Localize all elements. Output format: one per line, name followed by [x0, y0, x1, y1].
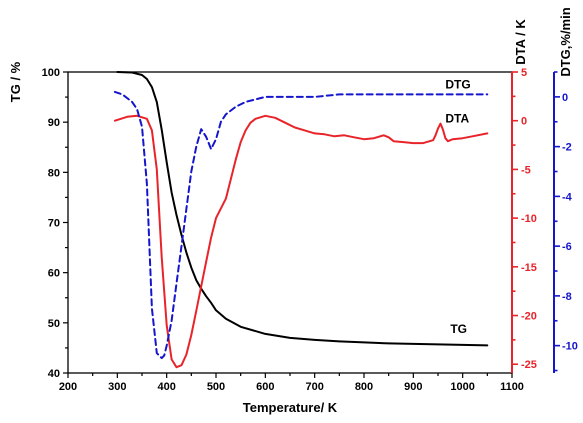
annotation-dtg: DTG — [445, 78, 470, 92]
x-tick-label: 600 — [256, 381, 274, 393]
tg-tick-label: 60 — [48, 268, 60, 280]
series-dtg-line — [113, 90, 489, 360]
tg-tick-label: 50 — [48, 318, 60, 330]
dta-tick-label: -5 — [521, 164, 531, 176]
x-tick-label: 200 — [59, 381, 77, 393]
series-dta-line — [113, 114, 489, 369]
dta-tick-label: 0 — [521, 116, 527, 128]
x-tick-label: 1000 — [450, 381, 474, 393]
x-tick-label: 800 — [355, 381, 373, 393]
dtg-tick-label: -2 — [562, 142, 572, 154]
x-axis-label: Temperature/ K — [243, 400, 338, 415]
dtg-axis-label: DTG,%/min — [558, 7, 573, 76]
x-tick-label: 400 — [157, 381, 175, 393]
x-tick-label: 700 — [305, 381, 323, 393]
dtg-tick-label: -10 — [562, 341, 578, 353]
dtg-tick-label: 0 — [562, 92, 568, 104]
tg-tick-label: 40 — [48, 368, 60, 380]
tg-tick-label: 100 — [42, 67, 60, 79]
tg-tick-label: 70 — [48, 218, 60, 230]
dta-tick-label: -20 — [521, 311, 537, 323]
series-layer — [113, 71, 489, 369]
dtg-tick-label: -8 — [562, 291, 572, 303]
x-tick-label: 300 — [108, 381, 126, 393]
dta-tick-label: -15 — [521, 262, 537, 274]
x-tick-label: 900 — [404, 381, 422, 393]
tg-axis-label: TG / % — [8, 61, 23, 102]
annotation-dta: DTA — [445, 112, 469, 126]
tg-tick-label: 80 — [48, 167, 60, 179]
annotation-tg: TG — [450, 322, 467, 336]
x-tick-label: 1100 — [500, 381, 524, 393]
dtg-tick-label: -4 — [562, 191, 573, 203]
dta-tick-label: 5 — [521, 67, 527, 79]
dta-tick-label: -10 — [521, 213, 537, 225]
annotation-layer: DTG DTA TG — [445, 78, 470, 336]
axes-layer: 200 300 400 500 600 700 800 900 1000 1100Temperat… — [8, 7, 578, 415]
dta-tick-label: -25 — [521, 359, 537, 371]
series-tg-line — [116, 71, 489, 347]
tg-tick-label: 90 — [48, 117, 60, 129]
x-tick-label: 500 — [207, 381, 225, 393]
dtg-tick-label: -6 — [562, 241, 572, 253]
dta-axis-label: DTA / K — [513, 19, 528, 65]
